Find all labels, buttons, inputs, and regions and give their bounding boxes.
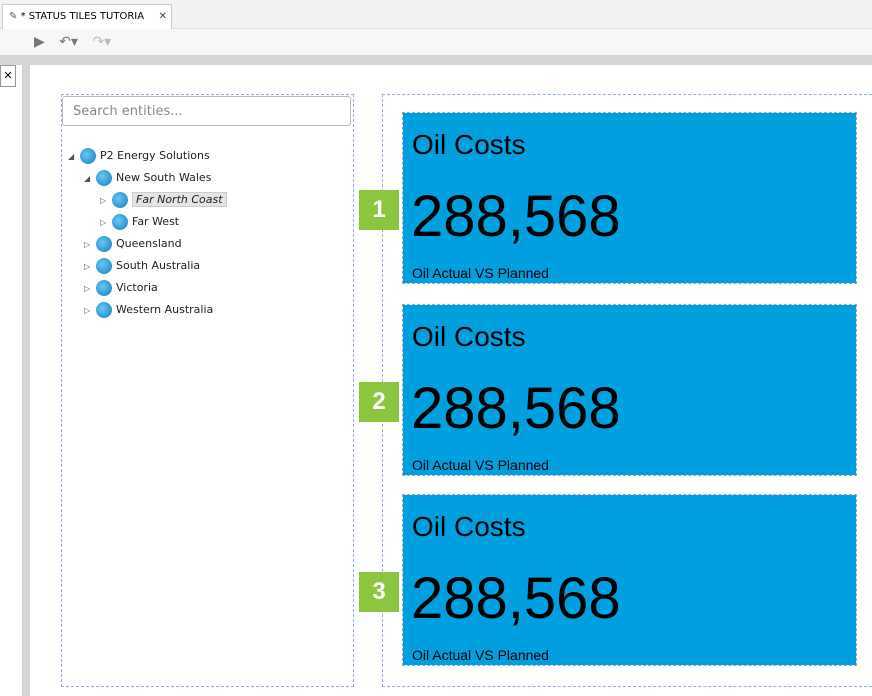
node-icon bbox=[112, 192, 128, 208]
expander[interactable]: ◢ bbox=[84, 174, 91, 183]
tree-node[interactable]: ▷ Far West bbox=[100, 213, 179, 231]
close-button[interactable]: ✕ bbox=[0, 65, 16, 87]
expander[interactable]: ▷ bbox=[84, 284, 91, 293]
search-placeholder: Search entities... bbox=[73, 104, 183, 119]
node-label: South Australia bbox=[116, 259, 201, 272]
node-label: P2 Energy Solutions bbox=[100, 149, 210, 162]
search-box[interactable]: Search entities... bbox=[62, 96, 351, 126]
tree-node[interactable]: ▷ Victoria bbox=[84, 279, 158, 297]
tab-close[interactable]: ✕ bbox=[158, 11, 167, 22]
tree-node[interactable]: ▷ South Australia bbox=[84, 257, 200, 275]
tab-title: * STATUS TILES TUTORIA bbox=[20, 11, 145, 22]
tab[interactable]: ✎ * STATUS TILES TUTORIA ✕ bbox=[2, 4, 172, 29]
node-label: Far North Coast bbox=[132, 192, 227, 207]
tree-node[interactable]: ▷ Western Australia bbox=[84, 301, 213, 319]
expander[interactable]: ▷ bbox=[100, 218, 107, 227]
badge: 2 bbox=[359, 382, 399, 422]
node-icon bbox=[96, 236, 112, 252]
node-label: Western Australia bbox=[116, 303, 214, 316]
redo-button[interactable]: ↷▾ bbox=[92, 34, 112, 50]
expander[interactable]: ▷ bbox=[84, 240, 91, 249]
tree-panel bbox=[61, 94, 354, 687]
node-label: Victoria bbox=[116, 281, 158, 294]
expander[interactable]: ▷ bbox=[100, 196, 107, 205]
tile-value: 288,568 bbox=[411, 376, 621, 441]
tree-node[interactable]: ▷ Far North Coast bbox=[100, 191, 227, 209]
node-icon bbox=[112, 214, 128, 230]
node-icon bbox=[80, 148, 96, 164]
separator bbox=[0, 55, 872, 65]
status-tile[interactable]: Oil Costs 288,568 Oil Actual VS Planned bbox=[402, 494, 857, 666]
tree-node[interactable]: ◢ P2 Energy Solutions bbox=[68, 147, 210, 165]
tree-node[interactable]: ▷ Queensland bbox=[84, 235, 182, 253]
expander[interactable]: ◢ bbox=[68, 152, 75, 161]
tile-subtitle: Oil Actual VS Planned bbox=[412, 265, 549, 281]
tile-subtitle: Oil Actual VS Planned bbox=[412, 647, 549, 663]
status-tile[interactable]: Oil Costs 288,568 Oil Actual VS Planned bbox=[402, 112, 857, 284]
splitter bbox=[22, 55, 30, 696]
tile-subtitle: Oil Actual VS Planned bbox=[412, 457, 549, 473]
tile-value: 288,568 bbox=[411, 566, 621, 631]
tile-title: Oil Costs bbox=[412, 321, 526, 352]
node-label: Queensland bbox=[116, 237, 182, 250]
node-label: Far West bbox=[132, 215, 180, 228]
node-icon bbox=[96, 258, 112, 274]
node-icon bbox=[96, 302, 112, 318]
run-button[interactable]: ▶ bbox=[34, 34, 45, 50]
tile-title: Oil Costs bbox=[412, 511, 526, 542]
node-icon bbox=[96, 280, 112, 296]
node-icon bbox=[96, 170, 112, 186]
node-label: New South Wales bbox=[116, 171, 212, 184]
tree-node[interactable]: ◢ New South Wales bbox=[84, 169, 211, 187]
tile-value: 288,568 bbox=[411, 184, 621, 249]
tile-title: Oil Costs bbox=[412, 129, 526, 160]
undo-button[interactable]: ↶▾ bbox=[59, 34, 78, 50]
expander[interactable]: ▷ bbox=[84, 262, 91, 271]
status-tile[interactable]: Oil Costs 288,568 Oil Actual VS Planned bbox=[402, 304, 857, 476]
expander[interactable]: ▷ bbox=[84, 306, 91, 315]
badge: 3 bbox=[359, 572, 399, 612]
side-panel: ✕ bbox=[0, 65, 23, 696]
badge: 1 bbox=[359, 190, 399, 230]
toolbar: ▶ ↶▾ ↷▾ bbox=[0, 29, 872, 55]
